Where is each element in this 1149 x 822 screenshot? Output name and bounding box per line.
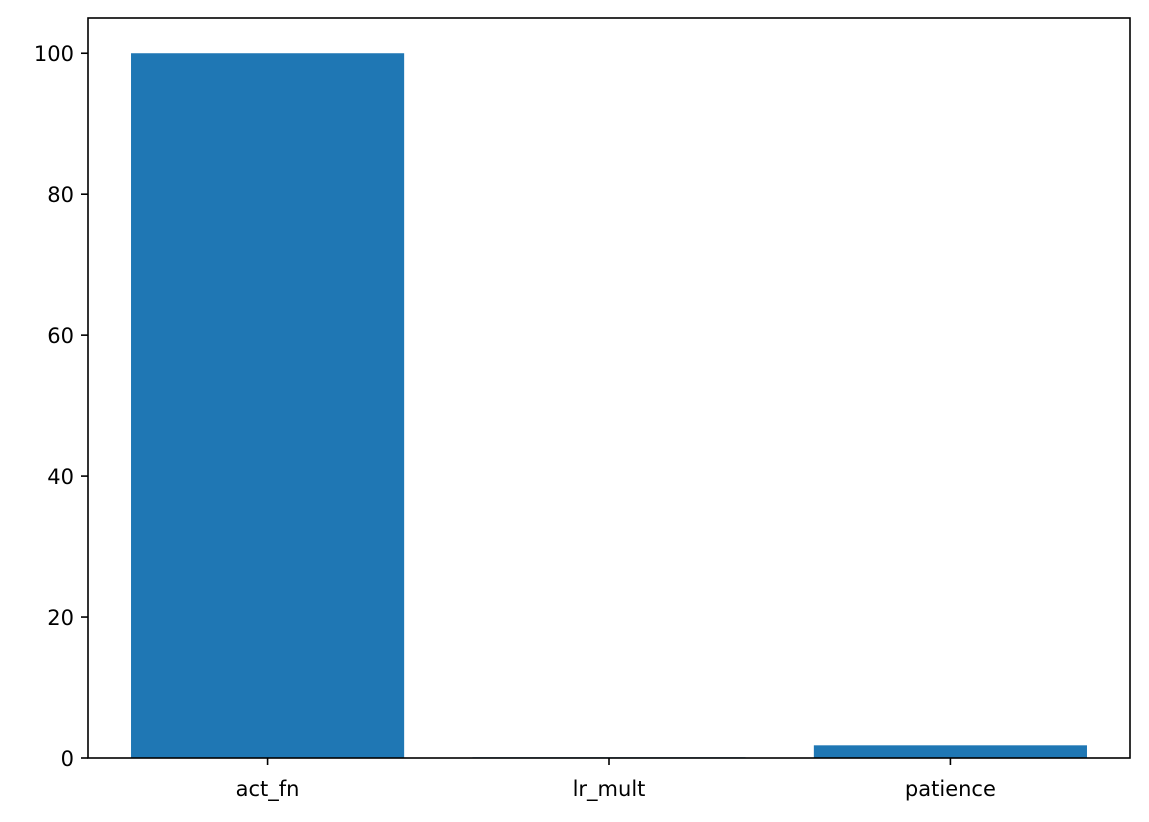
bar-act-fn [131,53,405,758]
y-tick-label: 60 [47,324,74,348]
y-tick-label: 0 [61,747,74,771]
y-tick-label: 80 [47,183,74,207]
x-axis: act_fn lr_mult patience [236,758,996,802]
y-tick-label: 20 [47,606,74,630]
bar-patience [813,745,1087,758]
y-axis: 0 20 40 60 80 100 [34,42,88,771]
bars-group [131,53,1087,758]
x-tick-label: patience [905,777,996,801]
x-tick-label: lr_mult [573,777,646,802]
y-tick-label: 40 [47,465,74,489]
plot-frame [87,17,1131,759]
y-tick-label: 100 [34,42,74,66]
x-tick-label: act_fn [236,777,300,802]
